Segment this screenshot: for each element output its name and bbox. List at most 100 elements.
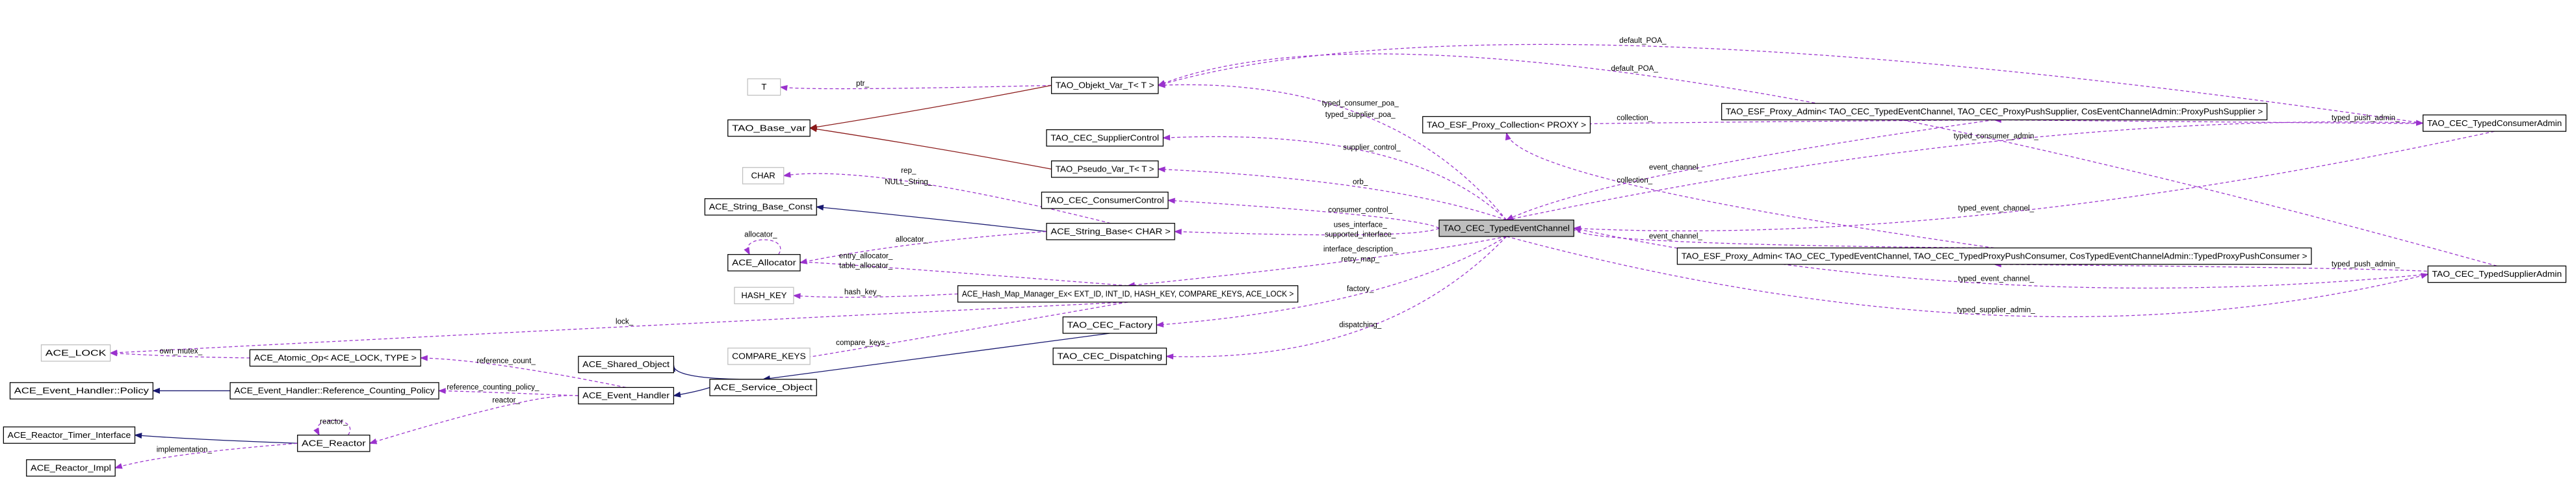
class-box[interactable] [297, 435, 371, 452]
edge-label: consumer_control_ [1328, 206, 1392, 214]
class-name[interactable]: CHAR [751, 171, 775, 181]
class-name[interactable]: ACE_Allocator [732, 258, 796, 268]
usage-edge [1158, 44, 2423, 124]
class-name[interactable]: TAO_CEC_ConsumerControl [1046, 196, 1164, 205]
class-box[interactable] [1422, 116, 1591, 134]
class-box[interactable] [1721, 103, 2268, 121]
edge-label: supplier_control_ [1343, 143, 1401, 151]
arrowhead [815, 204, 824, 211]
class-name[interactable]: TAO_CEC_TypedSupplierAdmin [2432, 269, 2562, 279]
class-name[interactable]: TAO_CEC_SupplierControl [1050, 133, 1159, 142]
edge-label: typed_supplier_poa_ [1325, 110, 1396, 119]
class-box[interactable] [727, 119, 811, 137]
class-box[interactable] [742, 167, 785, 185]
class-name[interactable]: T [761, 82, 766, 92]
usage-edge [1994, 119, 2439, 124]
class-name[interactable]: TAO_Objekt_Var_T< T > [1056, 81, 1154, 90]
class-box[interactable] [727, 254, 801, 272]
class-name[interactable]: ACE_String_Base< CHAR > [1050, 227, 1171, 237]
edge-label: hash_key_ [844, 288, 881, 296]
class-box[interactable] [40, 344, 111, 362]
class-name[interactable]: ACE_Reactor [302, 439, 366, 448]
class-box[interactable] [709, 379, 817, 396]
usage-edge [110, 301, 1128, 353]
class-name[interactable]: TAO_CEC_Dispatching [1057, 352, 1162, 361]
class-box[interactable] [747, 78, 781, 96]
class-name[interactable]: TAO_ESF_Proxy_Collection< PROXY > [1427, 120, 1586, 129]
class-box[interactable] [1676, 247, 2312, 265]
edge-label: orb_ [1353, 178, 1368, 186]
edge-label: typed_consumer_poa_ [1322, 99, 1399, 107]
class-name[interactable]: TAO_ESF_Proxy_Admin< TAO_CEC_TypedEventC… [1682, 251, 2308, 261]
arrowhead [792, 293, 801, 300]
class-name[interactable]: HASH_KEY [741, 290, 787, 300]
class-box[interactable] [1052, 348, 1167, 365]
class-name[interactable]: ACE_Event_Handler [582, 390, 670, 400]
edge-label: interface_description_ [1323, 245, 1398, 253]
class-name: TAO_CEC_TypedEventChannel [1443, 223, 1570, 233]
arrowhead [809, 126, 818, 133]
class-name[interactable]: ACE_Service_Object [714, 383, 813, 392]
arrowhead [2420, 273, 2429, 279]
class-box[interactable] [578, 355, 675, 374]
class-name[interactable]: ACE_Shared_Object [582, 359, 670, 369]
class-name[interactable]: TAO_Base_var [732, 123, 807, 133]
usage-edge [369, 394, 579, 444]
class-box[interactable] [2423, 114, 2567, 132]
edge-label: default_POA_ [1619, 36, 1667, 45]
class-name[interactable]: TAO_CEC_Factory [1067, 320, 1153, 330]
class-name[interactable]: TAO_CEC_TypedConsumerAdmin [2427, 118, 2562, 128]
class-box[interactable] [229, 382, 439, 400]
class-name[interactable]: TAO_Pseudo_Var_T< T > [1056, 164, 1154, 174]
usage-edge [1506, 236, 2428, 318]
class-name[interactable]: ACE_Event_Handler::Policy [14, 386, 150, 396]
class-box[interactable] [578, 387, 675, 405]
class-box[interactable] [1046, 223, 1175, 240]
usage-edge [1166, 236, 1507, 357]
edge-label: own_mutex_ [159, 347, 202, 355]
edge-label: compare_keys_ [836, 339, 889, 347]
class-name[interactable]: ACE_Reactor_Timer_Interface [8, 430, 131, 440]
class-box[interactable] [1041, 192, 1169, 209]
class-box[interactable] [1062, 316, 1157, 334]
usage-edge [780, 84, 1052, 90]
usage-edge [1163, 136, 1507, 221]
class-box[interactable] [1050, 160, 1159, 178]
inheritance-edge [673, 364, 764, 380]
class-box[interactable] [1050, 77, 1159, 94]
class-box[interactable] [26, 459, 116, 477]
class-name[interactable]: COMPARE_KEYS [732, 352, 806, 361]
usage-edge [793, 293, 958, 298]
class-box[interactable] [957, 285, 1299, 303]
edge-label: typed_supplier_admin_ [1957, 306, 2036, 314]
class-box[interactable] [3, 426, 136, 444]
edge-label: dispatching_ [1339, 320, 1382, 329]
usage-edge [1175, 227, 1440, 236]
class-name[interactable]: ACE_Atomic_Op< ACE_LOCK, TYPE > [254, 353, 417, 363]
class-box[interactable] [1046, 129, 1164, 147]
arrowhead [779, 84, 788, 91]
edge-label: rep_ [901, 166, 917, 175]
class-box[interactable] [704, 198, 817, 216]
edge-label: collection_ [1617, 176, 1652, 185]
class-box[interactable] [734, 287, 794, 305]
arrowhead [1162, 134, 1171, 141]
class-name[interactable]: ACE_Hash_Map_Manager_Ex< EXT_ID, INT_ID,… [962, 289, 1294, 299]
class-name[interactable]: ACE_String_Base_Const [709, 202, 813, 212]
class-box[interactable] [9, 382, 153, 400]
class-box[interactable] [727, 348, 811, 365]
edge-label: default_POA_ [1611, 64, 1659, 73]
edge-label: allocator_ [744, 230, 777, 238]
edge-label: typed_push_admin_ [2332, 114, 2400, 122]
class-name[interactable]: ACE_Event_Handler::Reference_Counting_Po… [234, 386, 435, 396]
class-box[interactable] [249, 349, 421, 367]
class-name[interactable]: ACE_LOCK [46, 348, 107, 358]
edge-label: ptr_ [856, 79, 870, 88]
arrowhead [419, 355, 428, 361]
inheritance-edge [810, 127, 1052, 170]
class-name[interactable]: ACE_Reactor_Impl [31, 463, 111, 472]
class-name[interactable]: TAO_ESF_Proxy_Admin< TAO_CEC_TypedEventC… [1726, 107, 2263, 116]
class-box[interactable] [2427, 265, 2567, 283]
